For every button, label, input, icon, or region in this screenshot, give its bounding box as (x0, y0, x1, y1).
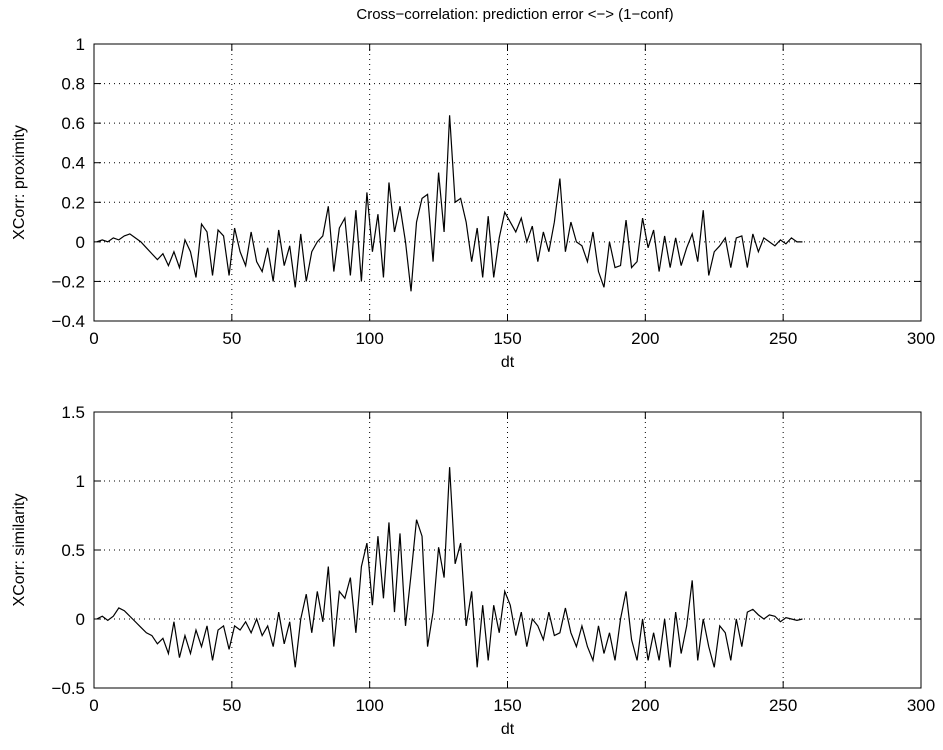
proximity-series-line (96, 115, 803, 292)
proximity-x-tick-label: 0 (89, 329, 98, 348)
similarity-y-tick-label: −0.5 (51, 679, 85, 698)
similarity-axes-frame (93, 411, 922, 689)
similarity-x-tick-label: 50 (222, 696, 241, 715)
similarity-x-tick-label: 0 (89, 696, 98, 715)
similarity-y-tick-label: 0 (76, 610, 85, 629)
proximity-x-tick-label: 300 (907, 329, 935, 348)
proximity-y-tick-label: −0.4 (51, 312, 85, 331)
figure-title: Cross−correlation: prediction error <−> … (356, 6, 673, 23)
proximity-y-tick-label: 0.6 (61, 114, 85, 133)
proximity-x-tick-label: 100 (355, 329, 383, 348)
similarity-series-line (96, 467, 803, 668)
similarity-x-tick-label: 200 (631, 696, 659, 715)
proximity-x-tick-label: 200 (631, 329, 659, 348)
proximity-y-axis-label: XCorr: proximity (11, 125, 28, 240)
proximity-x-tick-label: 250 (769, 329, 797, 348)
proximity-plot: 0 50 100 150 200 250 300 −0.4 −0.2 0 0.2 0.4 0.6 0.8 1… (11, 35, 935, 371)
proximity-y-tick-label: −0.2 (51, 272, 85, 291)
similarity-y-tick-label: 1 (76, 472, 85, 491)
proximity-y-tick-label: 0.8 (61, 75, 85, 94)
similarity-x-tick-label: 100 (355, 696, 383, 715)
similarity-x-tick-label: 250 (769, 696, 797, 715)
proximity-x-axis-label: dt (501, 354, 515, 371)
proximity-x-tick-label: 50 (222, 329, 241, 348)
similarity-x-tick-label: 300 (907, 696, 935, 715)
proximity-y-tick-label: 1 (76, 35, 85, 54)
proximity-y-tick-label: 0 (76, 233, 85, 252)
similarity-x-tick-label: 150 (493, 696, 521, 715)
similarity-y-tick-label: 0.5 (61, 541, 85, 560)
similarity-y-axis-label: XCorr: similarity (11, 494, 28, 607)
proximity-y-tick-label: 0.2 (61, 193, 85, 212)
proximity-y-tick-label: 0.4 (61, 154, 85, 173)
similarity-y-tick-label: 1.5 (61, 403, 85, 422)
proximity-x-tick-label: 150 (493, 329, 521, 348)
similarity-x-axis-label: dt (501, 721, 515, 738)
